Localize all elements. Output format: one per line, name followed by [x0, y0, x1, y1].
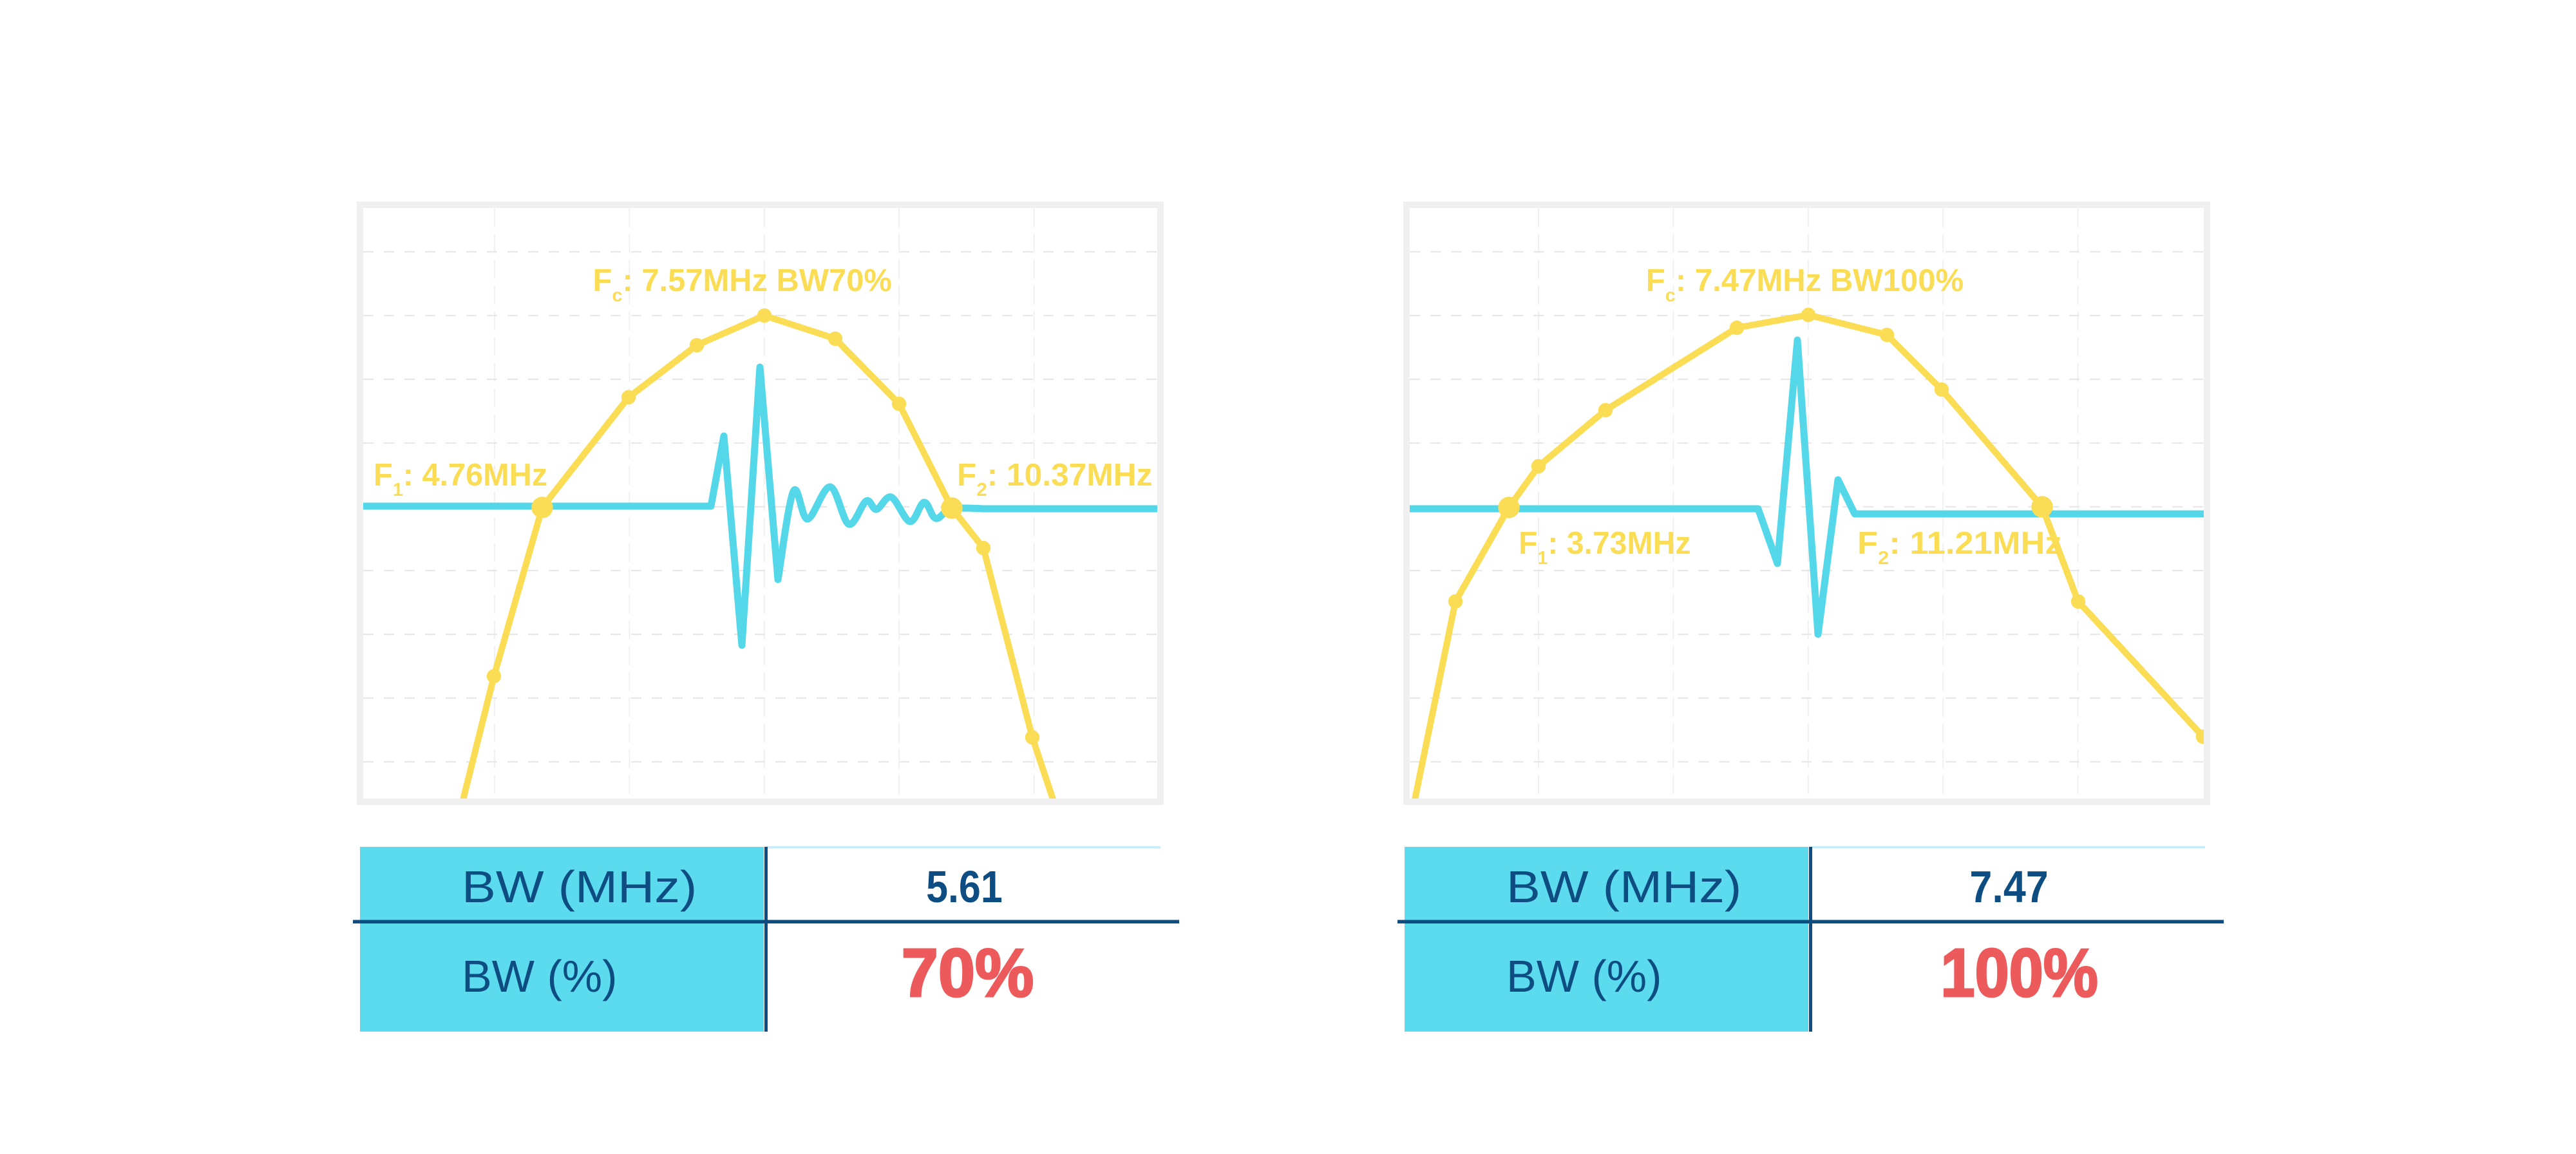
svg-text:F2​: 10.37MHz: F2​: 10.37MHz: [957, 457, 1152, 500]
svg-text:BW (%): BW (%): [462, 951, 618, 1001]
svg-text:70%: 70%: [902, 936, 1034, 1012]
svg-text:F2​: 11.21MHz: F2​: 11.21MHz: [1857, 525, 2062, 569]
svg-text:5.61: 5.61: [926, 862, 1003, 912]
svg-text:Fc​: 7.47MHz BW100%: Fc​: 7.47MHz BW100%: [1646, 263, 1964, 306]
svg-text:F1​: 3.73MHz: F1​: 3.73MHz: [1519, 526, 1690, 569]
svg-text:Fc​: 7.57MHz BW70%: Fc​: 7.57MHz BW70%: [593, 263, 892, 306]
svg-text:7.47: 7.47: [1969, 862, 2048, 913]
svg-text:F1​: 4.76MHz: F1​: 4.76MHz: [374, 458, 547, 500]
svg-text:BW (%): BW (%): [1506, 951, 1662, 1001]
svg-text:BW (MHz): BW (MHz): [1506, 861, 1741, 912]
svg-text:BW (MHz): BW (MHz): [462, 861, 697, 912]
svg-text:100%: 100%: [1940, 935, 2098, 1011]
